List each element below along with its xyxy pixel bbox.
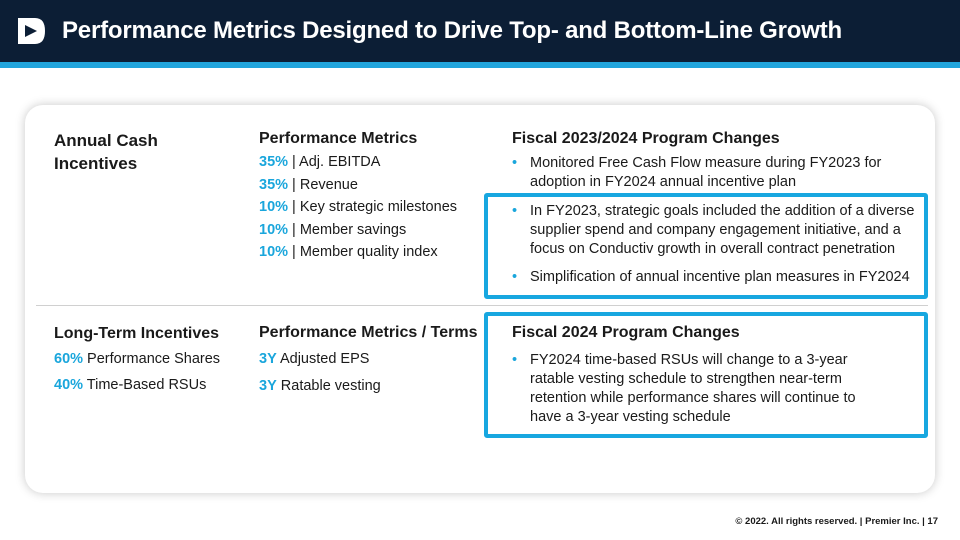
list-item: In FY2023, strategic goals included the … [512, 202, 922, 259]
longterm-metric-row: 3Y Adjusted EPS [259, 351, 369, 367]
metric-percent: 10% [259, 199, 289, 215]
annual-metric-row: 10% | Member savings [259, 222, 406, 238]
annual-metrics-title: Performance Metrics [259, 130, 418, 147]
metric-percent: 35% [259, 177, 289, 193]
metric-label: | Member quality index [288, 244, 438, 260]
metric-label: | Key strategic milestones [288, 199, 458, 215]
premier-logo-icon [18, 18, 45, 44]
metric-label: | Revenue [288, 177, 358, 193]
item-label: Performance Shares [83, 351, 221, 367]
list-item: FY2024 time-based RSUs will change to a … [512, 351, 872, 427]
annual-metric-row: 35% | Adj. EBITDA [259, 154, 380, 170]
item-percent: 60% [54, 351, 84, 367]
longterm-metrics-title: Performance Metrics / Terms [259, 324, 478, 341]
longterm-heading: Long-Term Incentives [54, 325, 220, 342]
item-percent: 40% [54, 377, 84, 393]
metric-percent: 35% [259, 154, 289, 170]
metric-percent: 10% [259, 244, 289, 260]
annual-changes-title: Fiscal 2023/2024 Program Changes [512, 130, 780, 147]
longterm-item-row: 60% Performance Shares [54, 351, 220, 367]
longterm-metric-row: 3Y Ratable vesting [259, 378, 381, 394]
annual-heading: Annual Cash Incentives [54, 131, 158, 173]
header-bar: Performance Metrics Designed to Drive To… [0, 0, 960, 62]
longterm-changes-title: Fiscal 2024 Program Changes [512, 324, 740, 341]
metric-label: Ratable vesting [276, 378, 381, 394]
annual-changes-list-highlighted: Simplification of annual incentive plan … [512, 268, 922, 287]
metric-term: 3Y [259, 351, 277, 367]
annual-changes-list-highlighted: In FY2023, strategic goals included the … [512, 202, 922, 259]
page-title: Performance Metrics Designed to Drive To… [62, 17, 842, 44]
list-item: Simplification of annual incentive plan … [512, 268, 922, 287]
metric-term: 3Y [259, 378, 277, 394]
item-label: Time-Based RSUs [83, 377, 207, 393]
metric-label: | Adj. EBITDA [288, 154, 381, 170]
annual-metric-row: 10% | Key strategic milestones [259, 199, 457, 215]
footer-text: © 2022. All rights reserved. | Premier I… [735, 516, 938, 527]
longterm-item-row: 40% Time-Based RSUs [54, 377, 206, 393]
annual-metric-row: 35% | Revenue [259, 177, 358, 193]
highlight-box [484, 193, 928, 299]
highlight-box [484, 312, 928, 438]
section-divider [36, 305, 928, 306]
metric-percent: 10% [259, 222, 289, 238]
header-accent-stripe [0, 62, 960, 68]
annual-changes-list: Monitored Free Cash Flow measure during … [512, 154, 912, 192]
metric-label: | Member savings [288, 222, 407, 238]
longterm-changes-list: FY2024 time-based RSUs will change to a … [512, 351, 872, 427]
metric-label: Adjusted EPS [276, 351, 370, 367]
list-item: Monitored Free Cash Flow measure during … [512, 154, 912, 192]
annual-metric-row: 10% | Member quality index [259, 244, 438, 260]
